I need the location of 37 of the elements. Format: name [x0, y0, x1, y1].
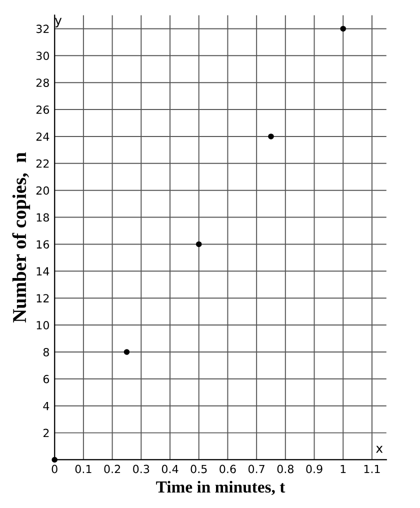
- y-tick-label: 20: [36, 186, 49, 195]
- point: [268, 134, 274, 140]
- y-tick-label: 24: [36, 132, 50, 141]
- x-tick-label: 0: [52, 464, 58, 474]
- y-tick-label: 8: [43, 348, 49, 356]
- x-tick-label: 0.4: [162, 464, 178, 474]
- y-tick-label: 18: [36, 213, 49, 222]
- y-tick-label: 32: [36, 24, 49, 34]
- y-axis-title: Number of copies, n: [12, 152, 30, 323]
- x-axis-title: Time in minutes, t: [156, 480, 286, 496]
- y-tick-label: 14: [36, 267, 50, 276]
- y-tick-label: 22: [36, 159, 49, 168]
- point: [196, 241, 202, 248]
- y-tick-label: 10: [36, 321, 49, 330]
- point: [52, 456, 58, 463]
- annotation: x: [376, 446, 383, 453]
- x-tick-label: 0.7: [248, 464, 264, 474]
- y-tick-label: 2: [43, 428, 49, 438]
- x-tick-label: 0.5: [190, 464, 207, 474]
- y-tick-label: 26: [36, 106, 50, 114]
- y-tick-label: 6: [43, 374, 50, 384]
- point: [124, 349, 130, 355]
- y-tick-label: 30: [36, 52, 49, 60]
- annotation: y: [54, 18, 62, 28]
- x-tick-label: 1: [340, 464, 346, 474]
- x-tick-label: 0.2: [104, 464, 120, 474]
- x-tick-label: 1.1: [364, 464, 380, 474]
- x-tick-label: 0.9: [306, 464, 322, 474]
- x-tick-label: 0.8: [277, 464, 294, 474]
- y-tick-label: 16: [36, 240, 50, 249]
- y-tick-label: 28: [36, 78, 49, 87]
- x-tick-label: 0.6: [220, 464, 236, 474]
- x-tick-label: 0.3: [133, 464, 150, 474]
- y-tick-label: 4: [43, 402, 50, 410]
- point: [340, 26, 346, 32]
- y-tick-label: 12: [36, 294, 49, 302]
- x-tick-label: 0.1: [75, 464, 92, 474]
